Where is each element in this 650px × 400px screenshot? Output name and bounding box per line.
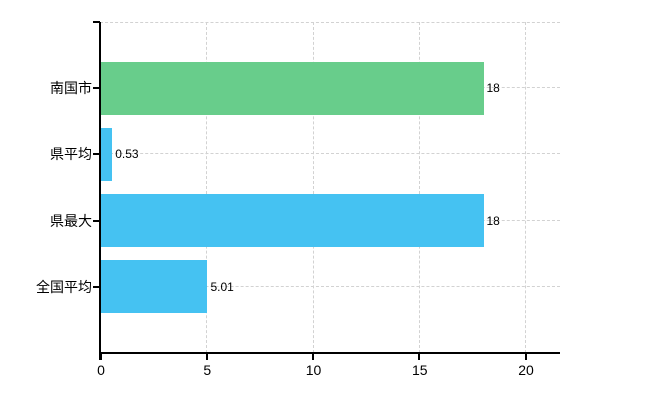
category-label: 南国市 [50,80,92,97]
category-label: 全国平均 [36,278,92,295]
x-tick-label: 15 [411,362,428,378]
value-label: 0.53 [115,147,139,162]
top-gridline [100,22,560,23]
bar [101,61,484,115]
x-axis-tick [524,353,527,360]
bar [101,127,113,181]
x-tick-label: 20 [518,362,534,378]
x-axis-tick [205,353,208,360]
y-axis-tick [93,21,100,23]
x-axis-tick [312,353,314,360]
x-tick-label: 5 [203,362,212,378]
value-label: 18 [486,81,500,96]
category-gridline [100,153,560,155]
x-tick-label: 0 [97,362,105,378]
y-axis-tick [93,285,100,288]
vertical-gridline [312,22,314,353]
y-axis-tick [93,153,100,156]
vertical-gridline [418,22,420,353]
y-axis-tick [93,219,100,222]
vertical-gridline [525,22,526,353]
value-label: 18 [486,213,500,228]
x-axis-line [99,352,560,354]
bar [101,260,208,314]
category-gridline [100,285,560,287]
y-axis-line [99,22,101,360]
category-label: 県最大 [50,212,92,229]
category-label: 県平均 [50,146,92,163]
value-label: 5.01 [210,279,234,294]
bar [101,194,484,248]
x-tick-label: 10 [305,362,322,378]
x-axis-tick [418,353,421,360]
vertical-gridline [206,22,208,353]
y-axis-tick [93,87,100,90]
